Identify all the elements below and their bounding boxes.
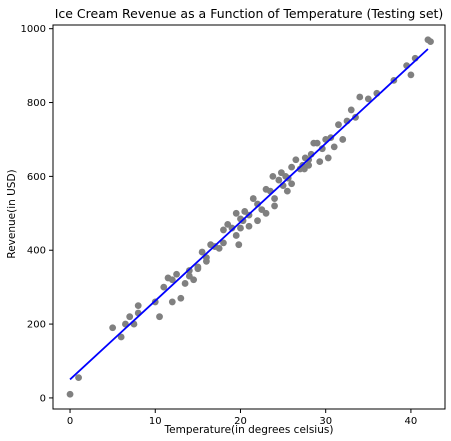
y-tick-label: 600 xyxy=(27,172,46,183)
scatter-point xyxy=(160,283,168,291)
scatter-point xyxy=(324,154,332,162)
scatter-point xyxy=(283,187,291,195)
scatter-point xyxy=(190,276,198,284)
scatter-point xyxy=(427,38,434,46)
chart-title: Ice Cream Revenue as a Function of Tempe… xyxy=(55,6,444,21)
x-axis-label: Temperature(in degrees celsius) xyxy=(164,424,334,436)
x-tick-label: 20 xyxy=(234,416,247,427)
y-axis-ticks: 0 200 400 600 800 1000 xyxy=(21,24,53,404)
scatter-point xyxy=(168,298,176,306)
y-tick-label: 200 xyxy=(27,320,46,331)
scatter-point xyxy=(117,333,125,341)
x-tick-label: 10 xyxy=(149,416,162,427)
scatter-point xyxy=(313,139,321,147)
x-axis-ticks: 0 10 20 30 40 xyxy=(67,409,417,427)
scatter-point xyxy=(347,106,355,114)
scatter-point xyxy=(202,257,210,265)
scatter-point xyxy=(134,302,142,310)
scatter-point xyxy=(75,374,82,382)
fit-line xyxy=(69,48,429,381)
scatter-point xyxy=(109,324,117,332)
fit-lines xyxy=(69,48,429,381)
scatter-point xyxy=(288,163,296,171)
scatter-point xyxy=(305,161,313,169)
y-tick-label: 800 xyxy=(27,98,46,109)
scatter-point xyxy=(237,224,244,232)
scatter-point xyxy=(254,217,261,225)
y-tick-label: 400 xyxy=(27,246,46,257)
scatter-point xyxy=(262,209,270,217)
scatter-point xyxy=(364,95,372,103)
y-tick-label: 1000 xyxy=(21,24,46,35)
scatter-point xyxy=(339,136,347,143)
scatter-point xyxy=(173,270,180,278)
scatter-point xyxy=(235,241,243,249)
scatter-point xyxy=(330,143,338,151)
scatter-point xyxy=(181,280,189,287)
scatter-point xyxy=(249,195,257,202)
y-tick-label: 0 xyxy=(40,393,46,404)
plot-area: 0 10 20 30 40 0 200 400 600 800 1000 xyxy=(21,24,446,427)
scatter-point xyxy=(275,176,283,184)
x-tick-label: 30 xyxy=(319,416,332,427)
scatter-point xyxy=(194,265,202,273)
x-tick-label: 0 xyxy=(67,416,73,427)
scatter-point xyxy=(245,222,253,230)
scatter-point xyxy=(316,158,324,166)
scatter-point xyxy=(215,244,223,252)
y-axis-label: Revenue(in USD) xyxy=(6,169,18,258)
scatter-point xyxy=(220,239,227,247)
scatter-point xyxy=(66,390,74,398)
scatter-point xyxy=(292,156,300,164)
scatter-point xyxy=(352,113,359,121)
scatter-point xyxy=(335,121,342,129)
scatter-point xyxy=(271,202,278,210)
scatter-point xyxy=(269,172,277,180)
scatter-point xyxy=(232,232,240,239)
scatter-point xyxy=(356,93,364,101)
scatter-point xyxy=(156,313,163,321)
scatter-point xyxy=(271,195,278,202)
x-tick-label: 40 xyxy=(405,416,418,427)
scatter-point xyxy=(198,248,206,256)
scatter-point xyxy=(220,226,227,234)
scatter-point xyxy=(288,180,296,188)
scatter-point xyxy=(177,294,185,302)
scatter-point xyxy=(232,209,240,217)
scatter-point xyxy=(228,224,236,232)
scatter-point xyxy=(168,276,176,284)
scatter-point xyxy=(126,313,134,321)
scatter-point xyxy=(407,71,415,79)
